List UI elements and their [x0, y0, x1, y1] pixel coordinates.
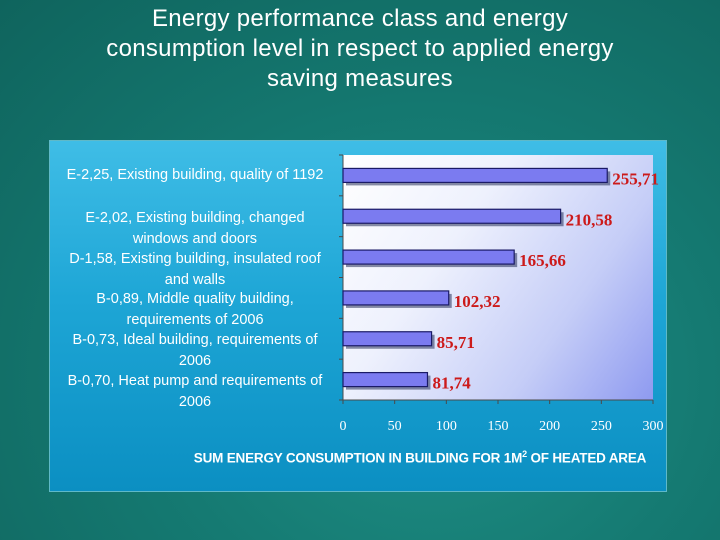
data-label: 102,32 — [454, 292, 501, 311]
x-tick-label: 150 — [488, 419, 509, 434]
title-line-1: Energy performance class and energy — [151, 5, 569, 32]
x-axis-title-superscript: 2 — [522, 449, 527, 459]
category-label-line: 2006 — [178, 394, 212, 411]
category-label-line: 2006 — [178, 353, 212, 370]
category-label-line: E-2,25, Existing building, quality of 11… — [66, 166, 324, 183]
slide-title: Energy performance class and energy cons… — [20, 4, 700, 94]
data-label: 210,58 — [566, 210, 613, 229]
x-axis-title-main: SUM ENERGY CONSUMPTION IN BUILDING FOR 1… — [193, 450, 523, 466]
category-label-line: E-2,02, Existing building, changed — [85, 209, 305, 226]
bar — [342, 290, 450, 306]
plot-area — [343, 155, 653, 400]
category-label: E-2,02, Existing building, changed window… — [50, 208, 340, 250]
category-label: D-1,58, Existing building, insulated roo… — [50, 249, 340, 291]
category-label: B-0,70, Heat pump and requirements of 200… — [50, 371, 340, 413]
x-tick-label: 200 — [539, 419, 560, 434]
category-label-line: and walls — [164, 271, 226, 288]
x-axis-title-end: OF HEATED AREA — [526, 450, 647, 466]
category-label: E-2,25, Existing building, quality of 11… — [50, 165, 340, 186]
category-label-line: windows and doors — [132, 230, 258, 247]
data-label: 255,71 — [612, 169, 659, 188]
category-label-line: requirements of 2006 — [126, 312, 264, 329]
title-line-3: saving measures — [267, 65, 453, 92]
x-tick-label: 0 — [340, 419, 347, 434]
title-line-2: consumption level in respect to applied … — [106, 35, 614, 62]
category-label: B-0,89, Middle quality building, requirem… — [50, 289, 340, 331]
category-label-line: D-1,58, Existing building, insulated roo… — [69, 250, 321, 267]
data-label: 165,66 — [519, 251, 566, 270]
bar — [342, 331, 433, 347]
data-label: 81,74 — [432, 374, 471, 393]
x-axis-title: SUM ENERGY CONSUMPTION IN BUILDING FOR 1… — [160, 449, 680, 466]
category-label-line: B-0,70, Heat pump and requirements of — [67, 373, 323, 390]
bar — [342, 208, 562, 224]
bar — [342, 371, 429, 388]
category-label-line: B-0,73, Ideal building, requirements of — [72, 332, 318, 349]
data-label: 85,71 — [437, 333, 475, 352]
bar — [342, 167, 608, 184]
x-tick-label: 100 — [436, 419, 457, 434]
bar — [342, 249, 515, 265]
category-label-line: B-0,89, Middle quality building, — [96, 291, 294, 308]
category-label: B-0,73, Ideal building, requirements of 2… — [50, 330, 340, 372]
x-tick-label: 50 — [388, 419, 402, 434]
x-tick-label: 250 — [591, 419, 612, 434]
x-tick-label: 300 — [643, 419, 664, 434]
